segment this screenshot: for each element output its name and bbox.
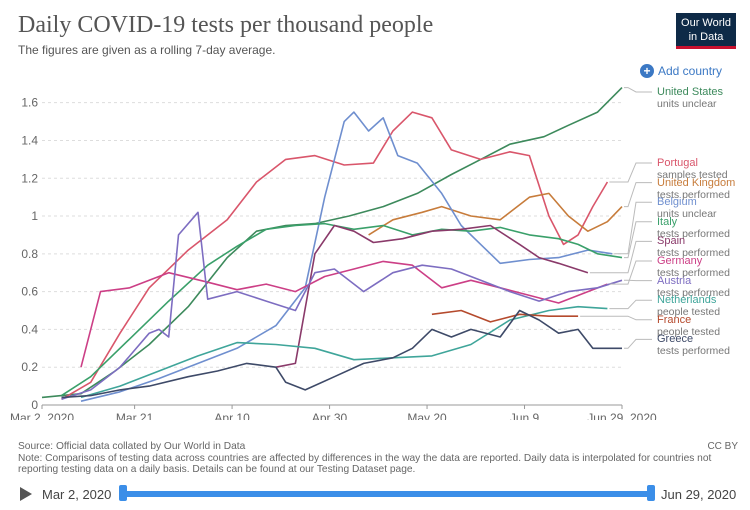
timeline-track[interactable] (123, 491, 651, 497)
legend-item-austria[interactable]: Austria tests performed (657, 275, 730, 299)
x-tick-label: Mar 21 (116, 411, 154, 420)
chart-title: Daily COVID-19 tests per thousand people (18, 12, 434, 38)
series-line-united-kingdom (368, 192, 623, 236)
y-tick-label: 0.2 (21, 360, 38, 374)
series-line-portugal (61, 111, 609, 400)
legend-series-unit: tests performed (657, 267, 730, 279)
timeline-end-handle[interactable] (647, 485, 655, 501)
series-line-netherlands (80, 305, 608, 399)
license-badge[interactable]: CC BY (707, 441, 738, 452)
legend-series-name: Italy (657, 215, 678, 228)
x-tick-label: Apr 10 (214, 411, 250, 420)
footer-notes: Source: Official data collated by Our Wo… (18, 441, 733, 476)
legend-leader-line (614, 201, 652, 255)
y-tick-label: 1 (31, 209, 38, 223)
legend-series-unit: tests performed (657, 286, 730, 299)
series-line-italy (61, 222, 623, 397)
y-tick-label: 0 (31, 398, 38, 412)
legend-leader-line (609, 162, 652, 183)
line-chart: 0 0.2 0.4 0.6 0.8 1 1.2 1.4 1.6 Mar 2, 2020 Mar 21… (10, 87, 657, 420)
legend-series-unit: tests performed (657, 227, 730, 240)
legend-series-unit: tests performed (657, 345, 730, 358)
legend-item-germany[interactable]: Germany tests performed (657, 255, 730, 279)
legend-series-unit: tests performed (657, 247, 730, 260)
legend-item-italy[interactable]: Italy tests performed (657, 216, 730, 240)
timeline-slider[interactable]: Mar 2, 2020 Jun 29, 2020 (18, 485, 738, 505)
legend-series-unit: units unclear (657, 98, 717, 110)
legend-item-portugal[interactable]: Portugal samples tested (657, 157, 728, 181)
series-line-germany (80, 260, 608, 368)
legend-leader-line (624, 221, 652, 259)
legend-series-name: Belgium (657, 196, 697, 209)
legend-leader-line (589, 240, 652, 274)
legend-leader-line (580, 315, 652, 321)
legend-series-name: Netherlands (657, 294, 717, 307)
logo-line-1: Our World (681, 17, 731, 29)
series-line-belgium (80, 111, 613, 402)
legend-series-name: Austria (657, 274, 692, 287)
legend-leader-line (609, 260, 652, 285)
legend-series-unit: people tested (657, 325, 721, 338)
legend-leader-line (624, 182, 652, 208)
legend-item-united-states[interactable]: United States units unclear (657, 86, 723, 110)
legend-item-united-kingdom[interactable]: United Kingdom tests performed (657, 177, 735, 201)
x-tick-label: Jun 9 (510, 411, 540, 420)
legend-leader-line (624, 338, 652, 349)
series-line-greece (61, 309, 622, 399)
y-tick-label: 0.6 (21, 285, 38, 299)
legend-item-france[interactable]: France people tested (657, 314, 720, 338)
legend-series-unit: samples tested (657, 169, 728, 181)
y-tick-label: 0.8 (21, 247, 38, 261)
legend-leader-line (609, 299, 652, 310)
x-tick-label: Mar 2, 2020 (10, 411, 74, 420)
legend-series-name: United Kingdom (657, 176, 736, 189)
add-country-button[interactable]: + Add country (640, 64, 722, 78)
legend-series-name: Spain (657, 235, 686, 248)
plus-icon: + (640, 64, 654, 78)
legend-item-greece[interactable]: Greece tests performed (657, 333, 730, 357)
legend-series-name: Portugal (657, 157, 698, 169)
timeline-start-label: Mar 2, 2020 (42, 487, 112, 502)
play-icon[interactable] (20, 487, 32, 501)
timeline-end-label: Jun 29, 2020 (661, 487, 737, 502)
series-line-france (431, 309, 579, 323)
x-tick-label: Jun 29, 2020 (587, 411, 657, 420)
legend-series-unit: tests performed (657, 188, 730, 201)
logo-line-2: in Data (688, 31, 724, 43)
note-text: Note: Comparisons of testing data across… (18, 452, 712, 476)
series-line-spain (275, 224, 589, 368)
chart-subtitle: The figures are given as a rolling 7-day… (18, 43, 276, 57)
legend-leader-line (624, 87, 652, 93)
owid-logo[interactable]: Our World in Data (676, 13, 736, 49)
series-line-austria (61, 211, 623, 401)
legend-series-unit: people tested (657, 306, 721, 319)
y-tick-label: 1.4 (21, 133, 38, 147)
legend-item-netherlands[interactable]: Netherlands people tested (657, 294, 720, 318)
add-country-label: Add country (658, 64, 723, 78)
x-tick-label: May 20 (407, 411, 447, 420)
x-tick-label: Apr 30 (312, 411, 348, 420)
legend-series-name: Germany (657, 255, 703, 267)
source-text: Source: Official data collated by Our Wo… (18, 441, 246, 452)
timeline-start-handle[interactable] (119, 485, 127, 501)
legend-series-name: United States (657, 86, 724, 98)
legend-item-spain[interactable]: Spain tests performed (657, 235, 730, 259)
y-tick-label: 1.2 (21, 171, 38, 185)
y-tick-label: 1.6 (21, 96, 38, 110)
legend-series-name: Greece (657, 333, 694, 346)
legend-item-belgium[interactable]: Belgium units unclear (657, 196, 717, 220)
legend-series-name: France (657, 313, 692, 326)
legend-series-unit: units unclear (657, 208, 717, 221)
y-tick-label: 0.4 (21, 322, 38, 336)
series-line-united-states (41, 87, 623, 399)
